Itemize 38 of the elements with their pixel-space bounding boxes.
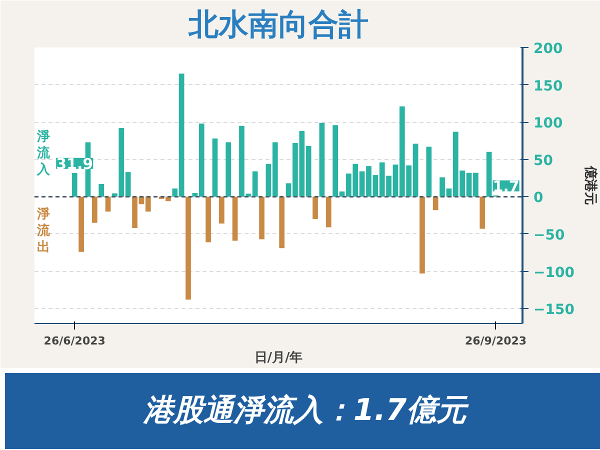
bar: [480, 196, 486, 229]
bar: [432, 196, 438, 210]
x-tick-label: 26/6/2023: [44, 334, 106, 348]
bar: [72, 172, 78, 197]
y2-tick-label: 50: [534, 152, 554, 169]
text: 淨流入: [36, 130, 52, 178]
bar: [186, 196, 191, 300]
y2-axis-title: 億港元: [582, 165, 598, 205]
bar: [326, 196, 332, 228]
data-label: 31.9: [56, 154, 94, 173]
bar: [426, 146, 432, 197]
bar: [105, 196, 111, 212]
bar: [219, 196, 224, 224]
bar: [420, 196, 425, 274]
y2-tick-label: 0: [534, 190, 544, 206]
bar: [279, 196, 285, 248]
y2-tick-label: 150: [534, 78, 563, 94]
y2-tick-label: −100: [534, 264, 575, 281]
bar: [92, 196, 98, 223]
bar: [206, 196, 211, 242]
bar: [319, 122, 325, 197]
data-label: 1.7: [492, 177, 520, 196]
chart-title: 北水南向合計: [188, 8, 368, 42]
bar: [78, 196, 84, 252]
bar: [212, 138, 218, 197]
text: 港股通淨流入：1.7億元: [143, 392, 467, 430]
y2-tick-label: 200: [534, 41, 563, 57]
y2-tick-label: 100: [534, 116, 563, 132]
bar: [232, 196, 238, 241]
bar: [226, 142, 232, 197]
y2-tick-label: −50: [534, 227, 565, 244]
x-tick-label: 26/9/2023: [464, 334, 527, 348]
x-axis-title: 日/月/年: [254, 350, 303, 366]
bar: [312, 196, 318, 220]
y2-tick-label: −150: [534, 302, 575, 318]
bar: [98, 184, 104, 197]
bar: [259, 196, 264, 240]
text: 淨流出: [36, 206, 52, 255]
